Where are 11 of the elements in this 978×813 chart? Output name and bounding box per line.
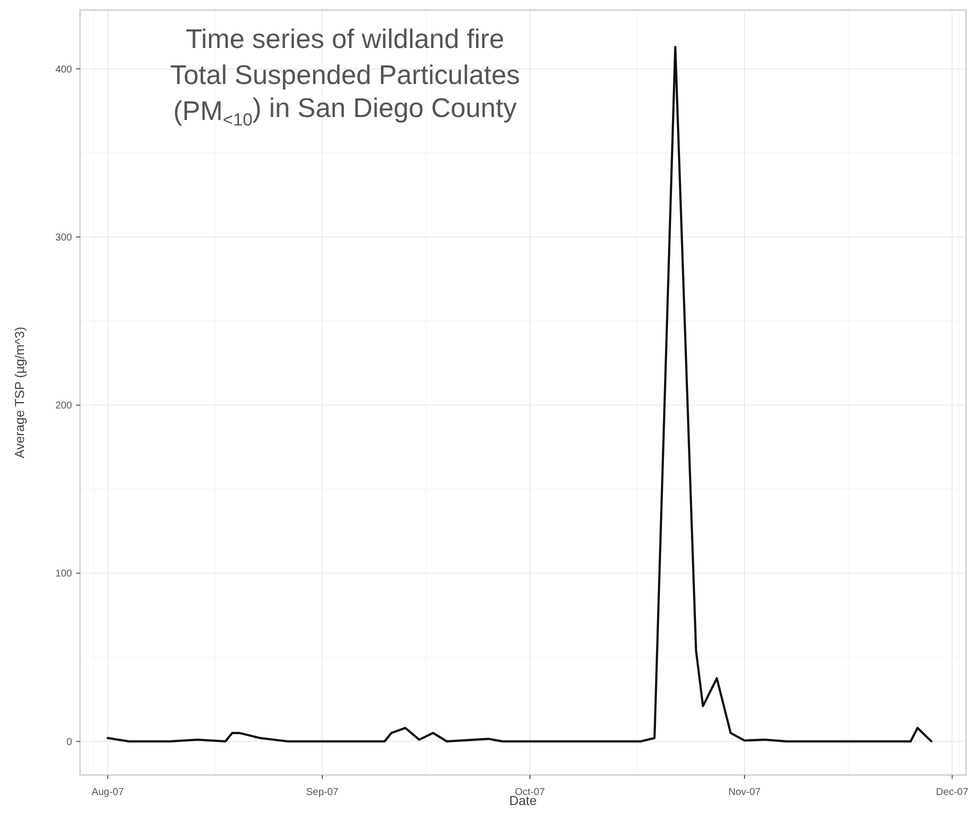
y-tick-label: 0	[66, 736, 72, 748]
y-tick-label: 400	[55, 64, 72, 76]
x-tick-label: Nov-07	[728, 787, 762, 798]
y-tick-label: 100	[55, 568, 72, 580]
x-tick-label: Dec-07	[936, 787, 969, 798]
y-tick-label: 200	[55, 400, 72, 412]
x-tick-label: Sep-07	[306, 787, 339, 798]
y-axis-title: Average TSP (µg/m^3)	[12, 326, 27, 458]
y-tick-label: 300	[55, 232, 72, 244]
text: Time series of wildland fire Total Suspended Particulates (PM$_{<10}$) in San Diego County	[170, 24, 520, 130]
x-tick-label: Aug-07	[92, 787, 124, 798]
